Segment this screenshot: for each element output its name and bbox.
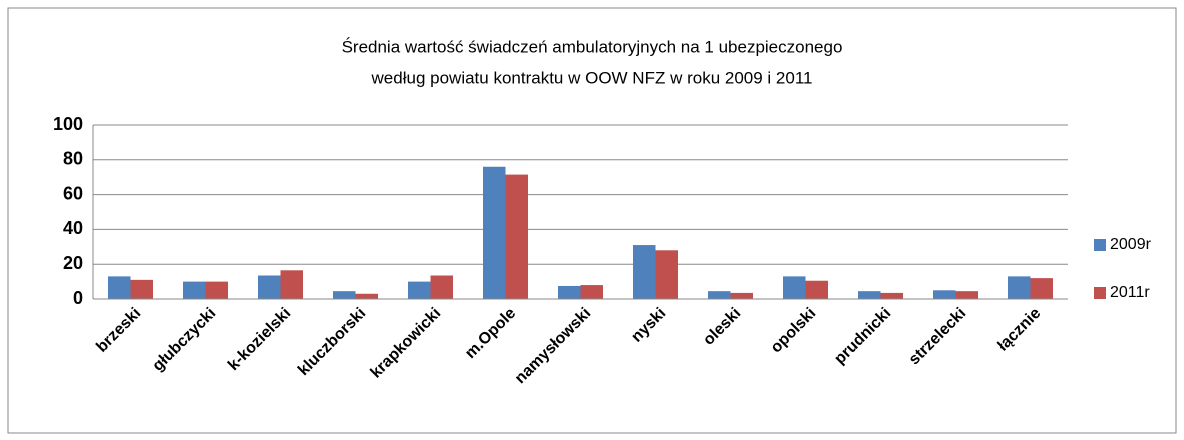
bar <box>580 285 603 299</box>
legend-swatch <box>1094 287 1106 299</box>
y-tick-label: 40 <box>63 218 83 238</box>
bar <box>955 291 978 299</box>
bar <box>333 291 356 299</box>
bar <box>408 281 431 299</box>
bar <box>258 275 281 299</box>
bar <box>1008 276 1031 299</box>
bar <box>280 270 303 299</box>
y-tick-label: 20 <box>63 253 83 273</box>
bar <box>1030 278 1053 299</box>
bar <box>858 291 881 299</box>
y-tick-label: 0 <box>73 288 83 308</box>
chart-title: Średnia wartość świadczeń ambulatoryjnyc… <box>342 37 843 56</box>
bar <box>183 281 206 299</box>
bar <box>505 174 528 299</box>
bar <box>933 290 956 299</box>
bar <box>655 250 678 299</box>
bar <box>708 291 731 299</box>
bar <box>880 292 903 299</box>
legend-label: 2011r <box>1110 284 1150 301</box>
y-tick-label: 60 <box>63 183 83 203</box>
bar <box>558 285 581 299</box>
chart-border <box>7 7 1177 434</box>
bar <box>205 281 228 299</box>
y-tick-label: 80 <box>63 149 83 169</box>
y-tick-label: 100 <box>53 114 83 134</box>
bar <box>430 275 453 299</box>
legend-swatch <box>1094 239 1106 251</box>
bar <box>130 279 153 299</box>
bar <box>805 280 828 299</box>
legend-label: 2009r <box>1110 236 1152 253</box>
bar <box>483 166 506 299</box>
bar <box>355 293 378 299</box>
bar <box>633 245 656 299</box>
bar <box>783 276 806 299</box>
bar <box>730 292 753 299</box>
bar <box>108 276 131 299</box>
chart-title: według powiatu kontraktu w OOW NFZ w rok… <box>371 68 813 87</box>
